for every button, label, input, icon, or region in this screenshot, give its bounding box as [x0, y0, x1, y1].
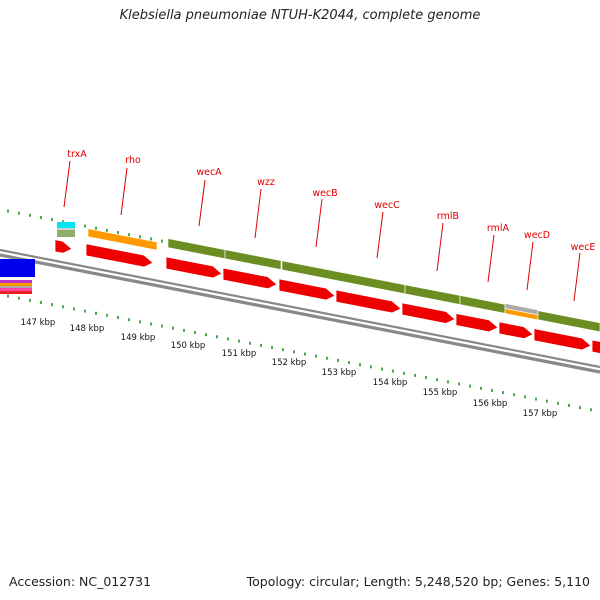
gene-labels: trxA rho wecA wzz wecB wecC rmlB rmlA wecD wecE [67, 149, 595, 253]
kbp-label-10: 157 kbp [523, 409, 558, 419]
gene-label-leader [573, 252, 581, 302]
gene-label-5: wecC [374, 200, 400, 211]
gene-arrow [335, 289, 402, 314]
kbp-label-8: 155 kbp [423, 388, 458, 398]
gene-label-leader [198, 179, 206, 227]
feature-cyan [57, 222, 75, 228]
accession-text: Accession: NC_012731 [9, 574, 152, 589]
feature-orange [0, 283, 32, 286]
gene-arrow [222, 267, 278, 290]
gene-arrow [533, 328, 592, 351]
kbp-label-4: 151 kbp [222, 349, 257, 359]
feature-tracks [0, 222, 600, 333]
genome-summary-text: Topology: circular; Length: 5,248,520 bp… [246, 574, 590, 589]
gene-arrow [85, 243, 154, 268]
gene-arrow [278, 278, 336, 301]
kbp-label-1: 148 kbp [70, 324, 105, 334]
gene-arrow [54, 239, 73, 254]
kbp-label-7: 154 kbp [373, 378, 408, 388]
gene-arrow [455, 312, 499, 333]
feature-purple [0, 280, 32, 283]
gene-label-3: wzz [257, 177, 275, 188]
genome-backbone [0, 248, 600, 374]
gene-label-leader [436, 222, 444, 272]
feature-grey [0, 286, 32, 288]
kbp-label-0: 147 kbp [21, 318, 56, 328]
kbp-label-5: 152 kbp [272, 358, 307, 368]
kbp-label-3: 150 kbp [171, 341, 206, 351]
inner-tick-marks [7, 294, 592, 412]
map-title: Klebsiella pneumoniae NTUH-K2044, comple… [119, 8, 481, 23]
backbone-line-top [0, 248, 600, 369]
gene-label-leaders [63, 160, 581, 302]
gene-label-8: wecD [524, 230, 550, 241]
backbone-line-bottom [0, 253, 600, 374]
feature-olive [224, 249, 282, 270]
gene-label-9: wecE [571, 242, 596, 253]
gene-arrow [401, 302, 456, 324]
kbp-label-6: 153 kbp [322, 368, 357, 378]
gene-label-1: rho [125, 155, 141, 166]
gene-label-leader [376, 211, 384, 259]
feature-red [0, 291, 32, 294]
gene-arrow [165, 256, 223, 279]
gene-label-leader [315, 198, 323, 248]
feature-olive [167, 238, 226, 260]
feature-pink [0, 288, 32, 291]
feature-olive [404, 284, 461, 305]
feature-grey [57, 228, 75, 230]
gene-label-leader [254, 188, 262, 239]
feature-orange [87, 228, 158, 251]
gene-label-0: trxA [67, 149, 87, 160]
feature-olive-small [57, 230, 75, 237]
gene-label-6: rmlB [437, 211, 459, 222]
gene-label-leader [526, 241, 534, 291]
feature-olive [459, 295, 506, 314]
gene-label-leader [487, 234, 495, 283]
gene-label-leader [63, 160, 71, 208]
gene-label-2: wecA [196, 167, 222, 178]
gene-arrow [498, 321, 534, 340]
kbp-label-2: 149 kbp [121, 333, 156, 343]
kbp-labels: 147 kbp 148 kbp 149 kbp 150 kbp 151 kbp 152 k… [21, 318, 558, 419]
feature-olive [537, 310, 600, 333]
gene-arrows [54, 239, 600, 354]
gene-label-7: rmlA [487, 223, 510, 234]
feature-blue [0, 259, 35, 277]
kbp-label-9: 156 kbp [473, 399, 508, 409]
gene-label-leader [120, 167, 128, 216]
gene-arrow [591, 339, 600, 354]
gene-label-4: wecB [312, 188, 337, 199]
